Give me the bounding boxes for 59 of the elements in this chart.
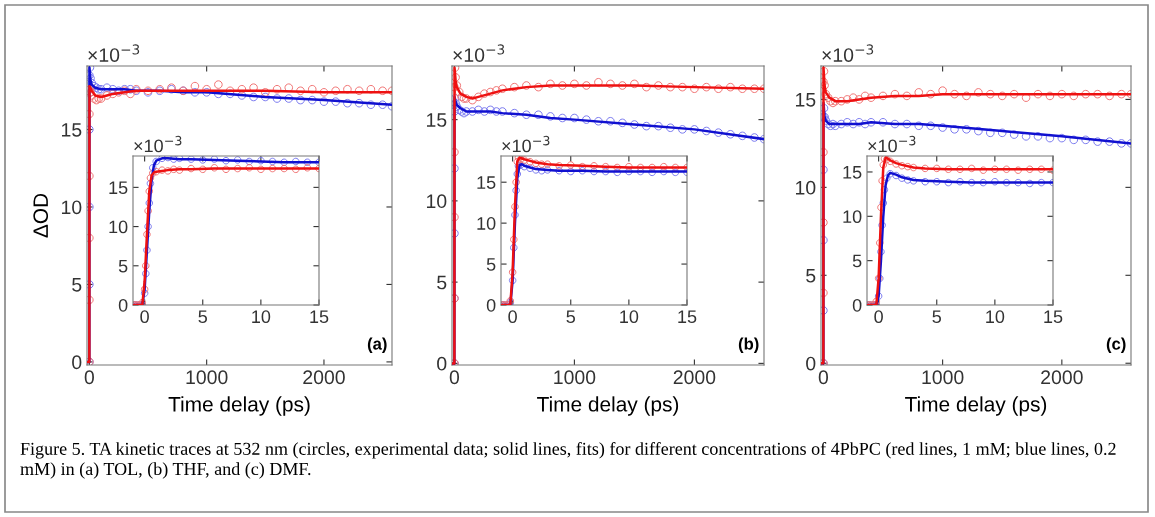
y-tick-label: 10 <box>109 220 128 234</box>
annotation: ×10$^{−3}$ <box>868 135 916 153</box>
x-tick-label: 5 <box>932 310 942 324</box>
y-tick-label: 15 <box>477 176 496 189</box>
y-tick-label: 10 <box>62 200 82 215</box>
x-tick-label: 2000 <box>673 370 716 385</box>
annotation: ×10$^{−3}$ <box>502 135 550 153</box>
y-tick-label: 10 <box>796 180 816 195</box>
y-tick-label: 15 <box>62 123 82 137</box>
annotation: ×10$^{−3}$ <box>134 135 182 153</box>
x-tick-label: 1000 <box>922 370 964 385</box>
y-tick-label: 0 <box>806 356 816 371</box>
x-tick-label: 2000 <box>1041 370 1083 385</box>
y-tick-label: 10 <box>843 210 862 224</box>
x-tick-label: 0 <box>874 310 883 324</box>
text: ×10$^{−3}$ <box>453 44 505 63</box>
x-tick-label: 10 <box>620 310 639 324</box>
x-tick-label: 0 <box>818 370 829 385</box>
x-tick-label: 1000 <box>554 370 596 385</box>
x-tick-label: 5 <box>566 310 576 324</box>
y-tick-label: 0 <box>118 298 128 312</box>
y-tick-label: 5 <box>486 258 496 271</box>
x-tick-label: 15 <box>310 310 329 324</box>
x-tick-label: 10 <box>252 310 271 324</box>
x-tick-label: 2000 <box>303 370 345 385</box>
y-tick-label: 10 <box>477 217 496 230</box>
y-axis-title: ΔOD <box>33 193 49 238</box>
annotation: (b) <box>738 337 759 354</box>
x-axis-title: Time delay (ps) <box>168 396 310 416</box>
x-axis-title: Time delay (ps) <box>905 396 1047 416</box>
annotation: (a) <box>367 337 387 354</box>
annotation: (c) <box>1106 337 1126 354</box>
x-tick-label: 15 <box>1044 310 1063 324</box>
y-tick-label: 5 <box>437 275 447 290</box>
y-tick-label: 15 <box>843 166 862 179</box>
x-tick-label: 0 <box>508 310 517 324</box>
x-tick-label: 0 <box>84 370 94 385</box>
caption: Figure 5. TA kinetic traces at 532 nm (circles, experimental data; solid lines, fits) for different concentrations of 4PbPC (red lines, 1 mM; blue lines, 0.2 mM) in (a) TOL, (b) THF, and (c) DMF. <box>20 442 1116 479</box>
x-tick-label: 0 <box>449 370 460 385</box>
text: ×10$^{−3}$ <box>822 44 874 63</box>
text: ×10$^{−3}$ <box>88 44 140 63</box>
x-tick-label: 10 <box>986 310 1005 324</box>
y-tick-label: 15 <box>796 93 816 107</box>
y-tick-label: 10 <box>427 194 447 209</box>
x-tick-label: 0 <box>140 310 149 324</box>
x-tick-label: 5 <box>198 310 208 324</box>
x-axis-title: Time delay (ps) <box>537 396 679 416</box>
y-tick-label: 0 <box>852 298 862 312</box>
y-tick-label: 0 <box>72 355 82 370</box>
y-tick-label: 0 <box>437 356 447 371</box>
x-tick-label: 1000 <box>186 370 228 385</box>
y-tick-label: 0 <box>486 298 496 312</box>
x-tick-label: 15 <box>678 310 697 324</box>
y-tick-label: 5 <box>118 259 128 273</box>
y-tick-label: 5 <box>806 268 816 283</box>
y-tick-label: 15 <box>427 113 447 127</box>
y-tick-label: 15 <box>109 181 128 195</box>
y-tick-label: 5 <box>72 278 82 292</box>
y-tick-label: 5 <box>852 254 862 268</box>
